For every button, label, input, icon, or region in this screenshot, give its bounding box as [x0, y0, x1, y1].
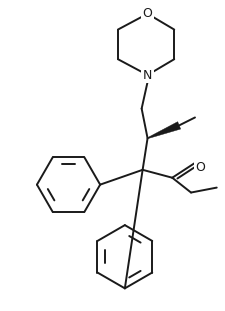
Text: O: O	[142, 7, 152, 20]
Text: N: N	[142, 68, 152, 81]
Polygon shape	[147, 122, 180, 139]
Text: O: O	[194, 161, 204, 174]
